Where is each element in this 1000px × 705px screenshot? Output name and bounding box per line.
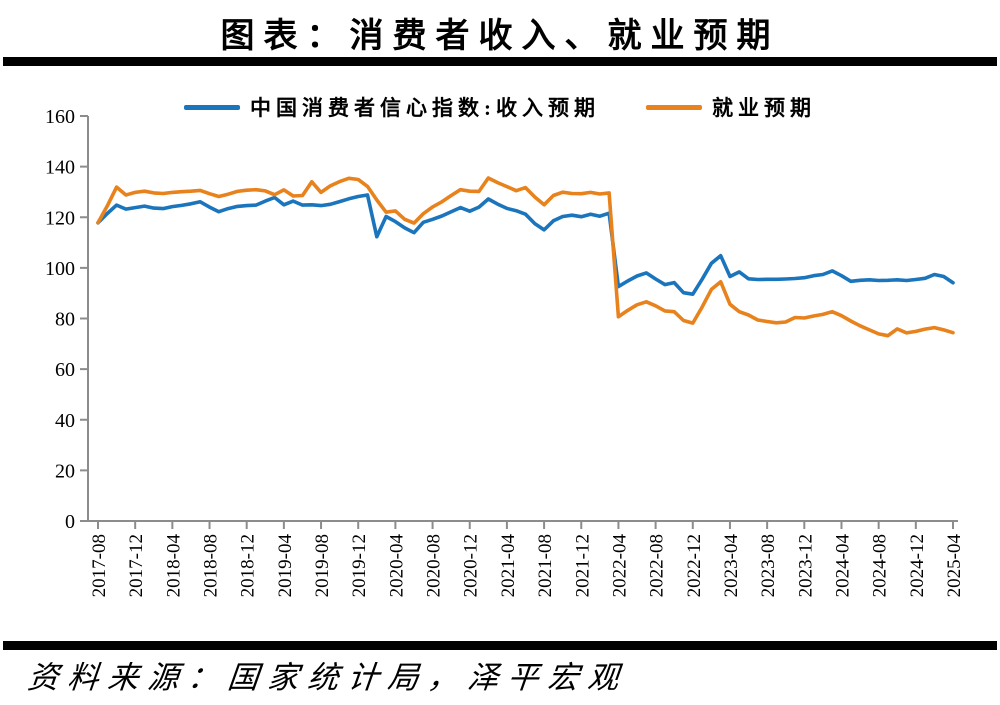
series-income-line — [96, 193, 955, 297]
x-axis-tick-label: 2021-08 — [535, 534, 556, 597]
x-axis-tick-label: 2024-12 — [907, 534, 928, 597]
x-axis-tick-label: 2021-04 — [498, 534, 519, 598]
x-axis-tick-label: 2020-08 — [424, 534, 445, 597]
x-axis-tick-label: 2017-12 — [126, 534, 147, 597]
legend-label-income: 中国消费者信心指数:收入预期 — [250, 96, 600, 120]
x-axis-tick-label: 2020-04 — [386, 534, 407, 598]
x-axis-tick-label: 2022-04 — [609, 534, 630, 598]
x-axis-tick-label: 2023-12 — [795, 534, 816, 597]
series-employment-line — [96, 176, 955, 338]
x-axis-tick-label: 2024-08 — [870, 534, 891, 597]
x-axis-tick-label: 2018-08 — [201, 534, 222, 597]
y-axis-tick-label: 80 — [55, 309, 75, 331]
chart-legend: 中国消费者信心指数:收入预期 就业预期 — [0, 92, 1000, 122]
x-axis-tick-label: 2025-04 — [944, 534, 965, 598]
y-axis-tick-label: 20 — [55, 460, 75, 482]
y-axis-tick-label: 40 — [55, 410, 75, 432]
source-note: 资料来源：国家统计局，泽平宏观 — [25, 660, 630, 695]
y-axis-tick-label: 0 — [65, 511, 75, 533]
x-axis-tick-label: 2017-08 — [89, 534, 110, 597]
x-axis-tick-label: 2021-12 — [572, 534, 593, 597]
axis-lines — [87, 116, 958, 522]
x-axis-tick-label: 2019-12 — [349, 534, 370, 597]
legend-line-icon-employment — [646, 104, 702, 110]
top-divider — [3, 57, 997, 66]
x-axis-tick-label: 2018-04 — [163, 534, 184, 598]
legend-label-employment: 就业预期 — [712, 96, 816, 120]
x-axis-tick-label: 2020-12 — [461, 534, 482, 597]
x-axis-tick-label: 2022-08 — [647, 534, 668, 597]
bottom-divider — [3, 641, 997, 650]
legend-line-icon-income — [184, 104, 240, 110]
x-axis-tick-label: 2022-12 — [684, 534, 705, 597]
x-axis-tick-label: 2019-08 — [312, 534, 333, 597]
y-axis-tick-label: 120 — [45, 207, 75, 229]
x-axis-tick-label: 2024-04 — [832, 534, 853, 598]
y-axis-tick-label: 60 — [55, 359, 75, 381]
y-axis-tick-label: 140 — [45, 157, 75, 179]
legend-item-employment: 就业预期 — [646, 92, 816, 122]
y-axis-tick-label: 100 — [45, 258, 75, 280]
y-axis-tick-label: 160 — [45, 106, 75, 128]
x-axis-tick-label: 2023-04 — [721, 534, 742, 598]
legend-item-income: 中国消费者信心指数:收入预期 — [184, 92, 600, 122]
x-axis-tick-label: 2018-12 — [238, 534, 259, 597]
chart-title: 图表：消费者收入、就业预期 — [220, 18, 780, 55]
x-axis-tick-label: 2019-04 — [275, 534, 296, 598]
x-axis-tick-label: 2023-08 — [758, 534, 779, 597]
